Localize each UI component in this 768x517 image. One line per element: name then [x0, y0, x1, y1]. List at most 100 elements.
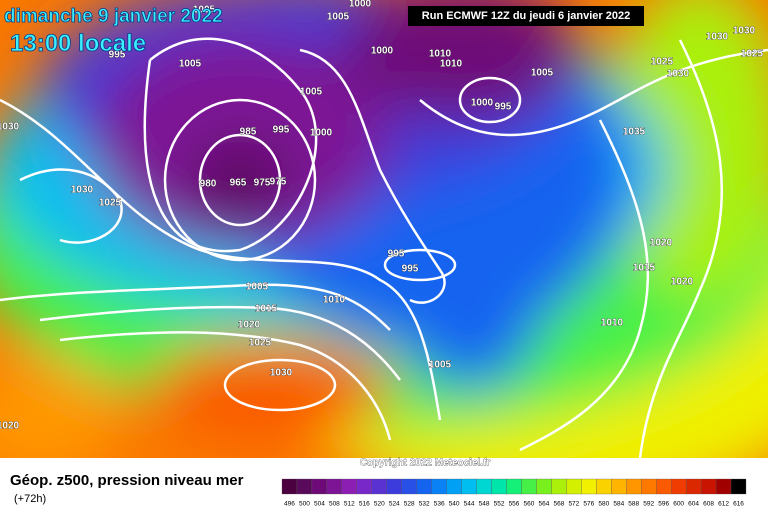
- scale-label: 560: [524, 501, 535, 508]
- run-box: [408, 6, 644, 26]
- scale-label: 528: [404, 501, 415, 508]
- scale-label: 608: [703, 501, 714, 508]
- isobar-label: 1025: [741, 49, 764, 60]
- scale-label: 520: [374, 501, 385, 508]
- scale-label: 592: [643, 501, 654, 508]
- scale-label: 604: [688, 501, 699, 508]
- scale-label: 564: [539, 501, 550, 508]
- scale-swatch: [326, 478, 343, 495]
- scale-swatch: [671, 478, 687, 495]
- isobar-label: 985: [240, 127, 257, 138]
- scale-swatch: [715, 478, 732, 495]
- isobar-label: 1005: [327, 12, 350, 23]
- isobar-label: 1000: [371, 46, 394, 57]
- scale-label: 504: [314, 501, 325, 508]
- scale-swatch: [281, 478, 298, 495]
- isobar-label: 1030: [706, 32, 729, 43]
- isobar-label: 1020: [238, 320, 261, 331]
- isobar-label: 1005: [179, 59, 202, 70]
- color-scale: 496 500 504 508 512 516 520 524 528 532 536 540 544 5…: [281, 478, 747, 508]
- scale-swatch: [536, 478, 552, 495]
- scale-label: 596: [658, 501, 669, 508]
- scale-swatch: [551, 478, 567, 495]
- isobar-label: 995: [388, 249, 405, 260]
- scale-label: 524: [389, 501, 400, 508]
- isobar-label: 1010: [323, 295, 346, 306]
- scale-swatch: [685, 478, 702, 495]
- isobar-label: 1030: [270, 368, 293, 379]
- scale-swatch: [641, 478, 657, 495]
- scale-label: 508: [329, 501, 340, 508]
- scale-swatch: [730, 478, 747, 495]
- scale-label: 544: [464, 501, 475, 508]
- scale-swatch: [296, 478, 313, 495]
- scale-swatch: [431, 478, 447, 495]
- isobar-label: 1010: [440, 59, 463, 70]
- scale-label: 540: [449, 501, 460, 508]
- isobar-label: 1010: [601, 318, 624, 329]
- isobar-labels: 1005 1000 1005 995 1005 1000 1010 1010 1005 1005 1…: [0, 0, 764, 432]
- isobar-label: 1000: [349, 0, 372, 10]
- scale-swatch: [656, 478, 672, 495]
- isobar-label: 995: [273, 125, 290, 136]
- isobar-label: 1005: [429, 360, 452, 371]
- isobar-label: 1005: [531, 68, 554, 79]
- map-subtitle: 13:00 locale: [10, 30, 146, 57]
- scale-swatch: [611, 478, 627, 495]
- isobar-label: 1015: [255, 304, 278, 315]
- isobar-label: 995: [402, 264, 419, 275]
- scale-swatch: [386, 478, 402, 495]
- isobar-label: 1015: [633, 263, 656, 274]
- scale-swatch: [626, 478, 642, 495]
- isobar-label: 1005: [193, 5, 216, 16]
- legend-title: Géop. z500, pression niveau mer: [10, 472, 244, 489]
- scale-label: 500: [299, 501, 310, 508]
- scale-label: 556: [509, 501, 520, 508]
- isobar-label: 1020: [0, 421, 20, 432]
- scale-label: 612: [718, 501, 729, 508]
- scale-label: 548: [479, 501, 490, 508]
- isobar-label: 1030: [667, 69, 690, 80]
- isobar-label: 1025: [249, 338, 272, 349]
- scale-swatch: [476, 478, 492, 495]
- scale-swatch: [341, 478, 357, 495]
- isobar-label: 1020: [650, 238, 673, 249]
- scale-swatch: [311, 478, 328, 495]
- scale-swatch: [491, 478, 507, 495]
- run-label: Run ECMWF 12Z du jeudi 6 janvier 2022: [422, 10, 630, 22]
- scale-swatch: [446, 478, 462, 495]
- copyright: Copyright 2022 Meteociel.fr: [360, 458, 491, 469]
- isobar-label: 995: [109, 50, 126, 61]
- scale-label: 532: [419, 501, 430, 508]
- map-title: dimanche 9 janvier 2022: [4, 6, 223, 27]
- scale-label: 496: [284, 501, 295, 508]
- isobar-label: 1020: [671, 277, 694, 288]
- scale-swatch: [461, 478, 477, 495]
- isobar-label: 1030: [733, 26, 756, 37]
- scale-swatch: [371, 478, 387, 495]
- scale-swatch: [416, 478, 432, 495]
- isobar-label: 1030: [71, 185, 94, 196]
- scale-label: 512: [344, 501, 355, 508]
- scale-label: 552: [494, 501, 505, 508]
- scale-swatch: [581, 478, 597, 495]
- scale-label: 568: [553, 501, 564, 508]
- scale-label: 616: [733, 501, 744, 508]
- isobar-label: 975: [254, 178, 271, 189]
- isobar-label: 1005: [300, 87, 323, 98]
- scale-label: 600: [673, 501, 684, 508]
- scale-swatch: [700, 478, 717, 495]
- isobar-label: 1000: [310, 128, 333, 139]
- scale-swatch: [566, 478, 582, 495]
- scale-label: 584: [613, 501, 624, 508]
- isobar-label: 1000: [471, 98, 494, 109]
- isobar-label: 975: [270, 177, 287, 188]
- isobar-label: 1025: [651, 57, 674, 68]
- scale-label: 536: [434, 501, 445, 508]
- scale-label: 588: [628, 501, 639, 508]
- scale-swatch: [506, 478, 522, 495]
- scale-label: 516: [359, 501, 370, 508]
- scale-swatch: [596, 478, 612, 495]
